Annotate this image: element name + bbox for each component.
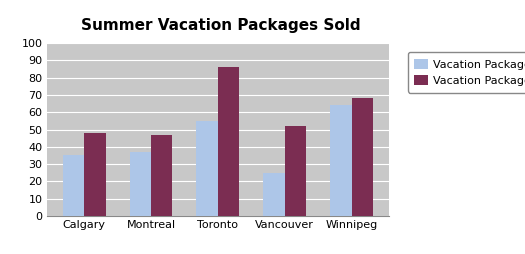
Bar [218, 67, 239, 216]
Bar [330, 105, 352, 216]
Legend: Vacation Package A, Vacation Package B: Vacation Package A, Vacation Package B [408, 52, 525, 93]
Bar [196, 121, 218, 216]
Bar [352, 99, 373, 216]
Bar [151, 135, 172, 216]
Bar [285, 126, 306, 216]
Text: Summer Vacation Packages Sold: Summer Vacation Packages Sold [81, 18, 360, 33]
Bar [84, 133, 106, 216]
Bar [264, 173, 285, 216]
Bar [63, 155, 84, 216]
Bar [130, 152, 151, 216]
